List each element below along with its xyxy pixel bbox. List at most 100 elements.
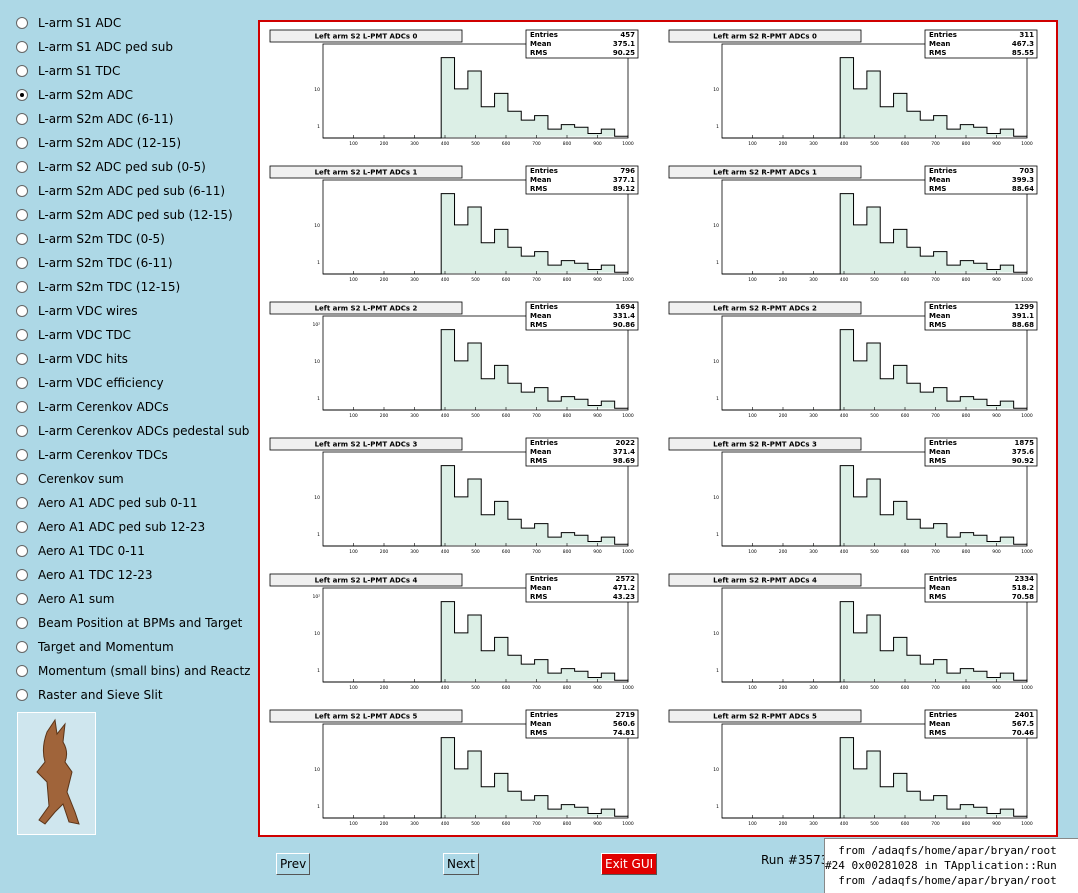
- stats-label: Mean: [530, 176, 551, 184]
- logo: [17, 712, 96, 835]
- panel-title: Left arm S2 R-PMT ADCs 4: [713, 577, 817, 585]
- title-box: [668, 573, 862, 587]
- exit-button[interactable]: Exit GUI: [601, 853, 658, 875]
- stats-label: Entries: [530, 575, 558, 583]
- y-tick-label: 10: [314, 495, 320, 501]
- menu-label: L-arm S2m TDC (12-15): [38, 280, 181, 294]
- histogram-panel: 100 200 300 400 500 600 700 800 900 1000 1 10 Left a…: [668, 29, 1038, 147]
- x-tick-label: 100: [349, 141, 358, 147]
- stats-value: 2401: [1015, 711, 1035, 719]
- stats-box: [525, 437, 639, 467]
- x-tick-label: 800: [962, 821, 971, 827]
- stats-box: [525, 29, 639, 59]
- menu-item[interactable]: L-arm S1 TDC: [16, 61, 120, 81]
- y-tick-label: 10²: [312, 322, 320, 328]
- menu-item[interactable]: Beam Position at BPMs and Target: [16, 613, 242, 633]
- menu-item[interactable]: Target and Momentum: [16, 637, 174, 657]
- menu-label: Aero A1 TDC 0-11: [38, 544, 145, 558]
- menu-item[interactable]: L-arm Cerenkov ADCs: [16, 397, 169, 417]
- menu-item[interactable]: L-arm Cerenkov ADCs pedestal sub: [16, 421, 249, 441]
- x-tick-label: 200: [380, 141, 389, 147]
- radio: [16, 257, 28, 269]
- x-tick-label: 300: [809, 549, 818, 555]
- stats-value: 467.3: [1012, 40, 1034, 48]
- menu-item[interactable]: L-arm S2m ADC (6-11): [16, 109, 173, 129]
- panel-title: Left arm S2 L-PMT ADCs 4: [315, 577, 418, 585]
- menu-item[interactable]: L-arm Cerenkov TDCs: [16, 445, 168, 465]
- radio: [16, 449, 28, 461]
- radio: [16, 329, 28, 341]
- menu-item[interactable]: L-arm S1 ADC: [16, 13, 121, 33]
- menu-label: Aero A1 ADC ped sub 0-11: [38, 496, 198, 510]
- x-tick-label: 600: [502, 277, 511, 283]
- stats-value: 90.86: [613, 321, 635, 329]
- menu-item[interactable]: L-arm S2m ADC ped sub (6-11): [16, 181, 225, 201]
- histogram-panel: 100 200 300 400 500 600 700 800 900 1000 1 10 10² Lef…: [269, 573, 639, 691]
- stats-label: Entries: [929, 303, 957, 311]
- x-tick-label: 400: [441, 685, 450, 691]
- menu-item[interactable]: L-arm S2m TDC (6-11): [16, 253, 173, 273]
- x-tick-label: 700: [931, 821, 940, 827]
- x-tick-label: 200: [779, 821, 788, 827]
- panel-title: Left arm S2 L-PMT ADCs 3: [315, 441, 418, 449]
- menu-item[interactable]: L-arm S2m ADC: [16, 85, 133, 105]
- radio: [16, 209, 28, 221]
- menu-item[interactable]: L-arm S1 ADC ped sub: [16, 37, 173, 57]
- stats-box: [924, 301, 1038, 331]
- y-tick-label: 1: [317, 260, 320, 266]
- radio: [16, 233, 28, 245]
- menu-item[interactable]: Momentum (small bins) and Reactz: [16, 661, 250, 681]
- menu-item[interactable]: L-arm S2m ADC (12-15): [16, 133, 181, 153]
- x-tick-label: 600: [502, 413, 511, 419]
- x-tick-label: 400: [840, 685, 849, 691]
- menu-item[interactable]: L-arm VDC TDC: [16, 325, 131, 345]
- next-button[interactable]: Next: [443, 853, 479, 875]
- stats-label: Entries: [929, 31, 957, 39]
- menu-item[interactable]: L-arm VDC wires: [16, 301, 137, 321]
- menu-item[interactable]: Cerenkov sum: [16, 469, 124, 489]
- stats-value: 2334: [1015, 575, 1035, 583]
- menu-item[interactable]: L-arm S2m TDC (0-5): [16, 229, 165, 249]
- radio: [16, 425, 28, 437]
- x-tick-label: 300: [410, 685, 419, 691]
- menu-item[interactable]: Aero A1 ADC ped sub 0-11: [16, 493, 197, 513]
- histogram-outline: [323, 193, 628, 275]
- stats-label: RMS: [530, 49, 547, 57]
- y-tick-label: 1: [716, 396, 719, 402]
- menu-item[interactable]: L-arm VDC hits: [16, 349, 128, 369]
- menu-item[interactable]: Aero A1 TDC 0-11: [16, 541, 145, 561]
- radio: [16, 689, 28, 701]
- y-tick-label: 1: [716, 260, 719, 266]
- x-tick-label: 1000: [622, 141, 634, 147]
- x-tick-label: 100: [349, 277, 358, 283]
- y-tick-label: 1: [716, 124, 719, 130]
- x-tick-label: 500: [471, 413, 480, 419]
- menu-item[interactable]: Aero A1 TDC 12-23: [16, 565, 153, 585]
- menu-item[interactable]: L-arm VDC efficiency: [16, 373, 164, 393]
- x-tick-label: 100: [748, 821, 757, 827]
- title-box: [269, 437, 463, 451]
- menu-item[interactable]: Raster and Sieve Slit: [16, 685, 163, 705]
- x-tick-label: 400: [840, 821, 849, 827]
- canvas: 100 200 300 400 500 600 700 800 900 1000 1 10 Left a…: [258, 20, 1058, 837]
- stats-box: [525, 709, 639, 739]
- x-tick-label: 500: [870, 277, 879, 283]
- histogram-outline: [722, 193, 1027, 275]
- prev-button[interactable]: Prev: [276, 853, 311, 875]
- x-tick-label: 800: [563, 141, 572, 147]
- y-tick-label: 10: [713, 495, 719, 501]
- stats-value: 399.3: [1012, 176, 1034, 184]
- menu-item[interactable]: Aero A1 ADC ped sub 12-23: [16, 517, 205, 537]
- menu-item[interactable]: Aero A1 sum: [16, 589, 114, 609]
- stats-label: RMS: [929, 321, 946, 329]
- histogram-outline: [722, 601, 1027, 683]
- menu-item[interactable]: L-arm S2m ADC ped sub (12-15): [16, 205, 233, 225]
- stats-value: 88.68: [1012, 321, 1034, 329]
- x-tick-label: 900: [593, 413, 602, 419]
- stats-box: [924, 165, 1038, 195]
- menu-item[interactable]: L-arm S2m TDC (12-15): [16, 277, 180, 297]
- menu-item[interactable]: L-arm S2 ADC ped sub (0-5): [16, 157, 206, 177]
- x-tick-label: 1000: [1021, 821, 1033, 827]
- radio: [16, 497, 28, 509]
- stats-label: Entries: [929, 711, 957, 719]
